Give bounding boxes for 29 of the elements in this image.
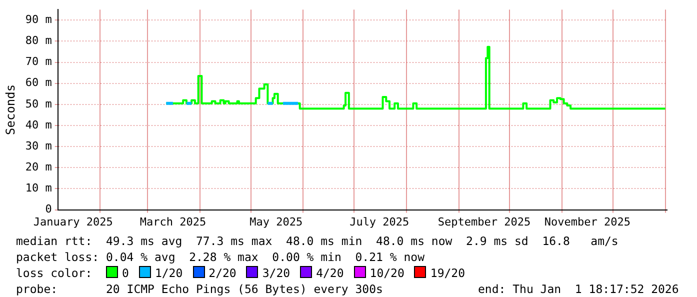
y-tick-label: 80 m bbox=[25, 34, 52, 48]
x-tick-label: May 2025 bbox=[250, 215, 303, 228]
legend-label: 0 bbox=[122, 266, 129, 280]
y-tick-label: 20 m bbox=[25, 160, 52, 174]
y-tick-label: 70 m bbox=[25, 55, 52, 68]
x-tick-label: September 2025 bbox=[438, 215, 531, 228]
legend-label: 4/20 bbox=[316, 266, 344, 280]
y-tick-label: 30 m bbox=[25, 139, 52, 152]
x-tick-label: November 2025 bbox=[544, 215, 631, 228]
legend-label: 3/20 bbox=[262, 266, 290, 280]
y-tick-label: 60 m bbox=[25, 76, 52, 90]
legend-label: 2/20 bbox=[208, 266, 236, 280]
legend-label: 1/20 bbox=[154, 266, 183, 280]
y-tick-label: 40 m bbox=[25, 118, 52, 132]
x-tick-label: January 2025 bbox=[33, 215, 113, 228]
y-tick-label: 90 m bbox=[25, 12, 52, 26]
legend-title: loss color: bbox=[16, 266, 94, 280]
x-tick-label: March 2025 bbox=[140, 215, 206, 228]
legend-label: 10/20 bbox=[370, 266, 404, 280]
text: packet loss: 0.04 % avg 2.28 % max 0.00 % min 0.21 % now bbox=[16, 250, 424, 265]
text: median rtt: 49.3 ms avg 77.3 ms max 48.0 ms min 48.0 ms now 2.9 ms sd 16.8 am/s bbox=[16, 234, 618, 249]
y-axis-title: Seconds bbox=[3, 84, 18, 135]
y-tick-label: 50 m bbox=[25, 97, 52, 110]
text: probe: 20 ICMP Echo Pings (56 Bytes) every 300s bbox=[16, 282, 383, 297]
x-tick-label: July 2025 bbox=[350, 215, 410, 228]
legend-label: 19/20 bbox=[430, 266, 466, 280]
y-tick-label: 10 m bbox=[25, 182, 52, 195]
text: end: Thu Jan 1 18:17:52 2026 bbox=[478, 282, 679, 297]
y-tick-label: 0 bbox=[45, 202, 52, 216]
